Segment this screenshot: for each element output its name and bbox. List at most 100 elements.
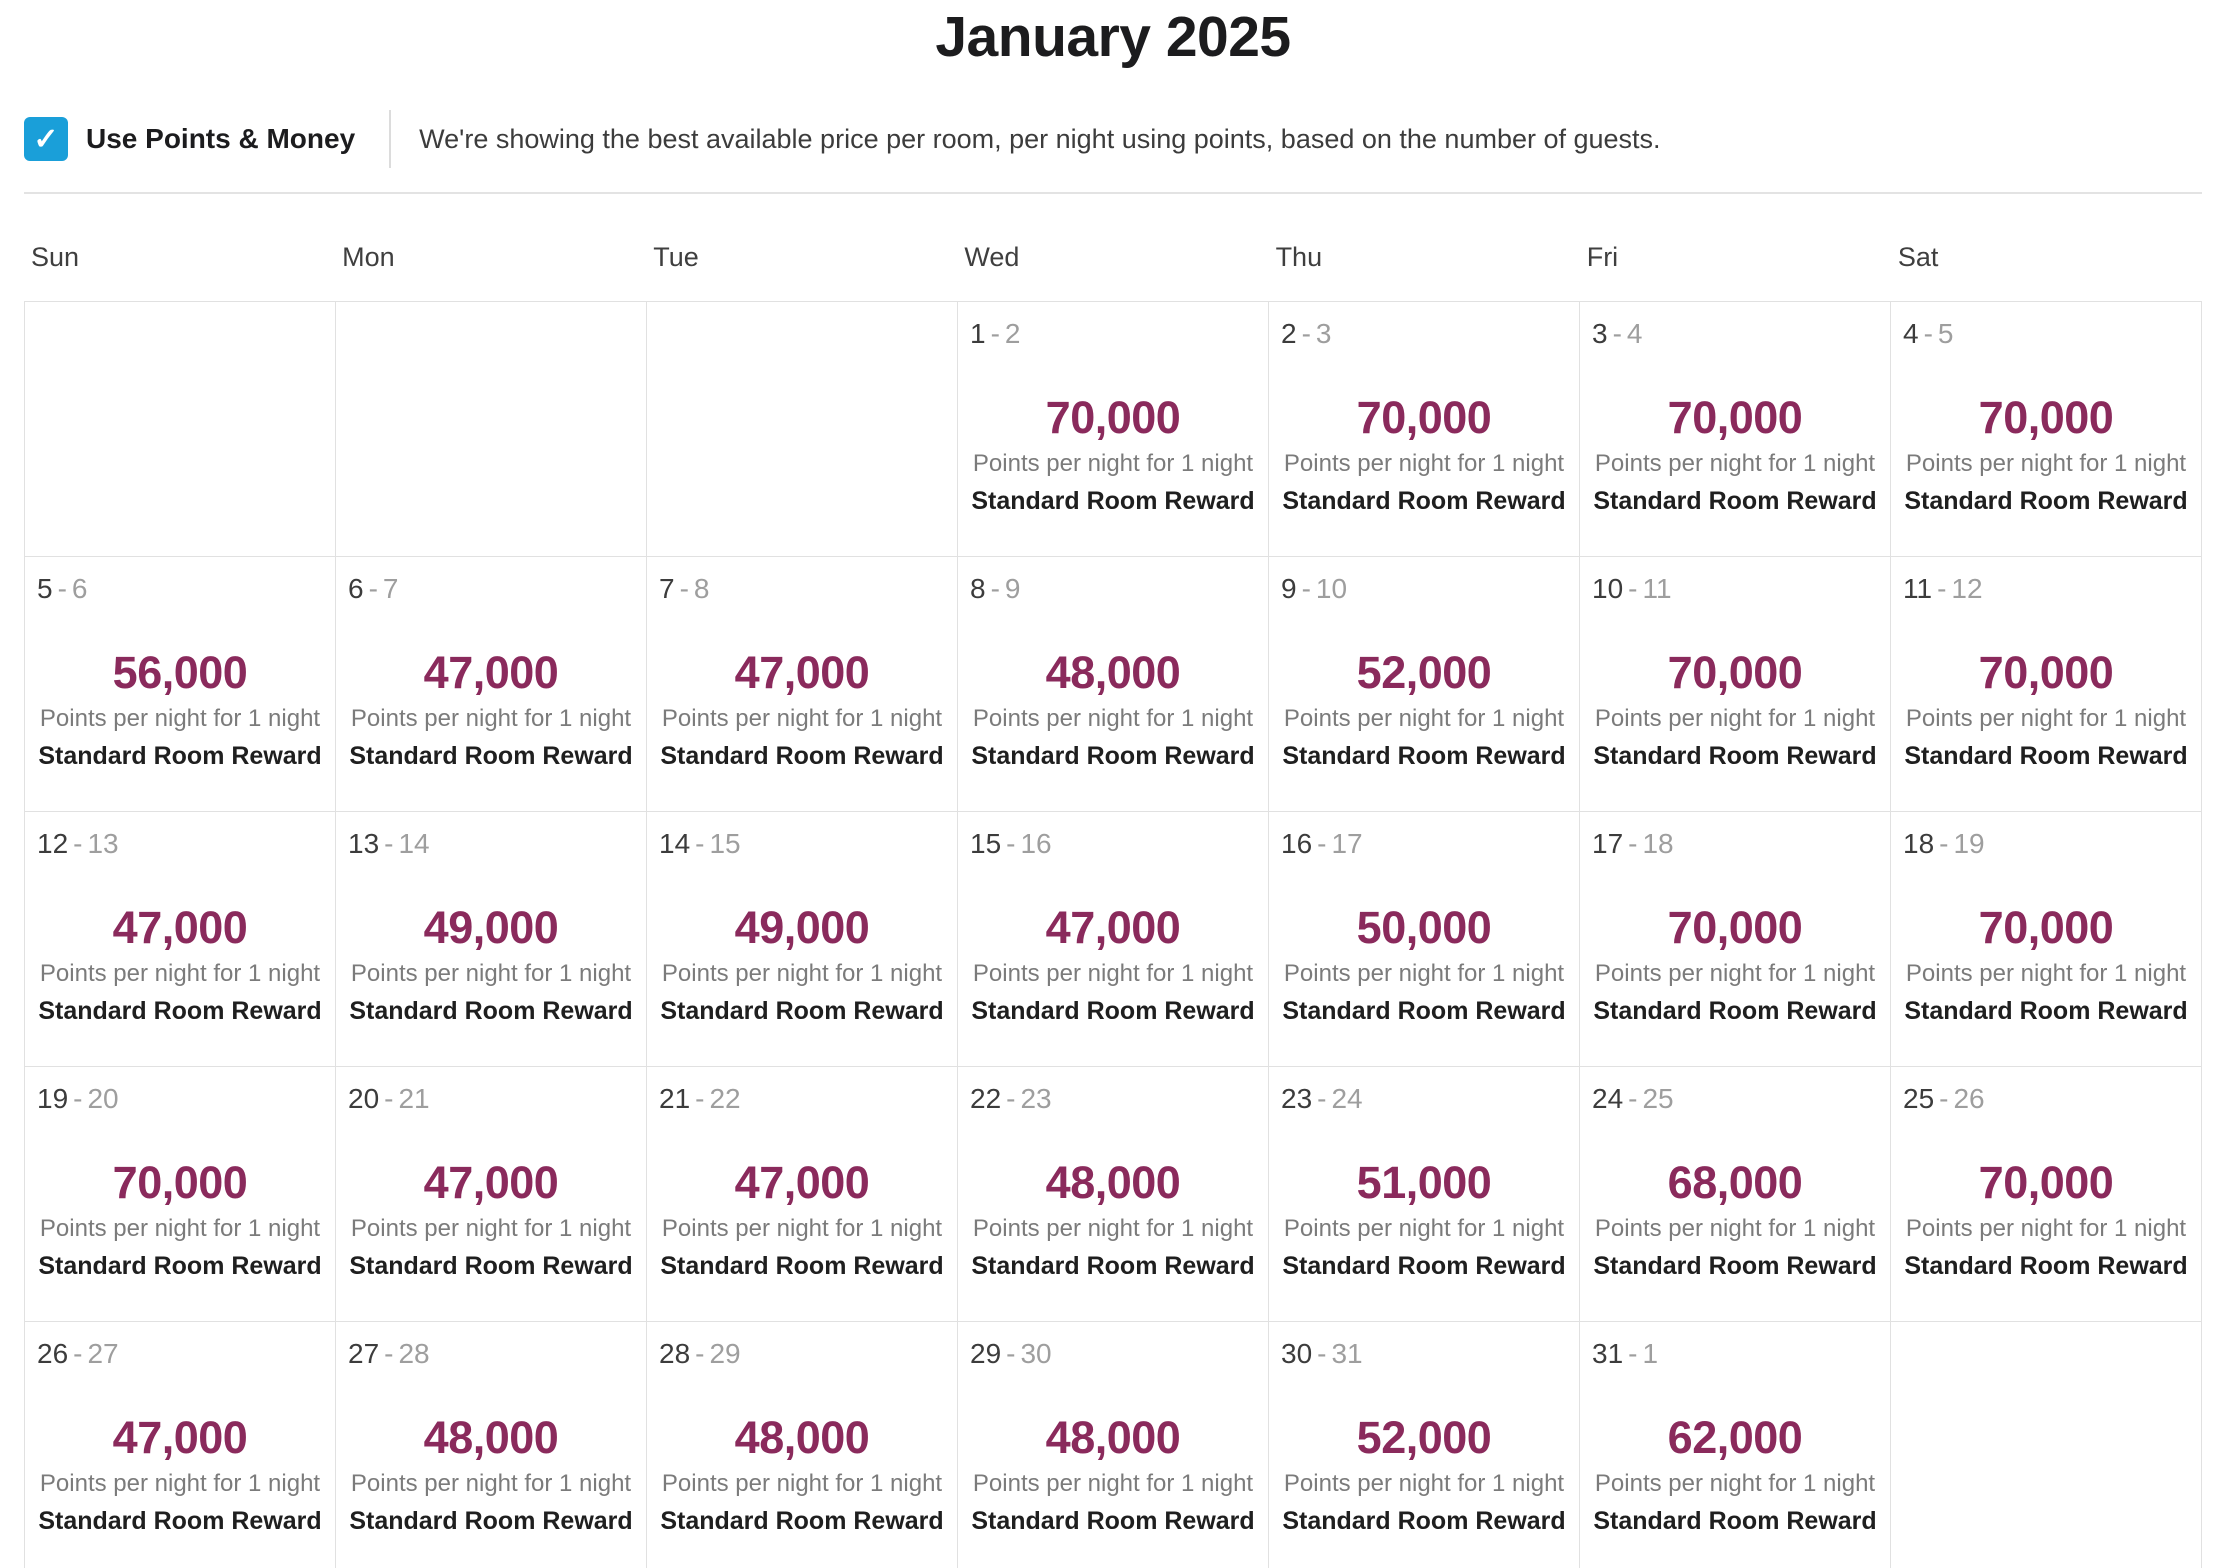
calendar-day-cell[interactable]: 24-25 68,000 Points per night for 1 night S… (1580, 1067, 1891, 1322)
date-start: 6 (348, 573, 364, 604)
date-separator: - (1006, 1338, 1016, 1369)
date-end: 23 (1020, 1083, 1052, 1114)
calendar-day-cell[interactable]: 21-22 47,000 Points per night for 1 night S… (647, 1067, 958, 1322)
date-separator: - (695, 828, 705, 859)
calendar-day-cell[interactable]: 31-1 62,000 Points per night for 1 night St… (1580, 1322, 1891, 1568)
calendar-day-cell[interactable]: 18-19 70,000 Points per night for 1 night S… (1891, 812, 2202, 1067)
calendar-day-cell[interactable]: 1-2 70,000 Points per night for 1 night Sta… (958, 302, 1269, 557)
calendar-day-cell[interactable]: 4-5 70,000 Points per night for 1 night Sta… (1891, 302, 2202, 557)
date-range: 20-21 (348, 1083, 634, 1115)
points-value: 50,000 (1356, 902, 1492, 953)
points-value: 52,000 (1356, 647, 1492, 698)
points-value: 70,000 (1667, 392, 1803, 443)
price-block: 47,000 Points per night for 1 night Standa… (37, 1415, 323, 1536)
calendar-day-cell[interactable]: 6-7 47,000 Points per night for 1 night Sta… (336, 557, 647, 812)
calendar-day-cell[interactable]: 23-24 51,000 Points per night for 1 night S… (1269, 1067, 1580, 1322)
date-start: 3 (1592, 318, 1608, 349)
calendar-day-cell[interactable]: 5-6 56,000 Points per night for 1 night Sta… (25, 557, 336, 812)
calendar-day-cell[interactable]: 17-18 70,000 Points per night for 1 night S… (1580, 812, 1891, 1067)
points-caption: Points per night for 1 night (661, 1470, 943, 1497)
calendar-day-cell[interactable]: 22-23 48,000 Points per night for 1 night S… (958, 1067, 1269, 1322)
points-value: 48,000 (1045, 647, 1181, 698)
date-range: 26-27 (37, 1338, 323, 1370)
date-separator: - (1628, 1083, 1638, 1114)
date-range: 23-24 (1281, 1083, 1567, 1115)
points-value: 52,000 (1356, 1412, 1492, 1463)
date-start: 13 (348, 828, 380, 859)
date-start: 24 (1592, 1083, 1624, 1114)
date-range: 18-19 (1903, 828, 2189, 860)
date-range: 22-23 (970, 1083, 1256, 1115)
checkbox-checked-icon[interactable]: ✓ (24, 117, 68, 161)
calendar-empty-cell (647, 302, 958, 557)
date-separator: - (384, 1338, 394, 1369)
date-range: 8-9 (970, 573, 1256, 605)
date-range: 17-18 (1592, 828, 1878, 860)
calendar-day-cell[interactable]: 8-9 48,000 Points per night for 1 night Sta… (958, 557, 1269, 812)
calendar-day-cell[interactable]: 2-3 70,000 Points per night for 1 night Sta… (1269, 302, 1580, 557)
calendar-day-cell[interactable]: 10-11 70,000 Points per night for 1 night S… (1580, 557, 1891, 812)
calendar-day-cell[interactable]: 14-15 49,000 Points per night for 1 night S… (647, 812, 958, 1067)
calendar-day-cell[interactable]: 11-12 70,000 Points per night for 1 night S… (1891, 557, 2202, 812)
room-reward-label: Standard Room Reward (1593, 1507, 1877, 1535)
calendar-day-cell[interactable]: 20-21 47,000 Points per night for 1 night S… (336, 1067, 647, 1322)
points-value: 51,000 (1356, 1157, 1492, 1208)
date-end: 30 (1020, 1338, 1052, 1369)
room-reward-label: Standard Room Reward (1282, 742, 1566, 770)
date-separator: - (1301, 573, 1311, 604)
calendar-day-cell[interactable]: 13-14 49,000 Points per night for 1 night S… (336, 812, 647, 1067)
date-range: 10-11 (1592, 573, 1878, 605)
date-end: 7 (382, 573, 399, 604)
points-value: 70,000 (1667, 902, 1803, 953)
date-start: 22 (970, 1083, 1002, 1114)
points-caption: Points per night for 1 night (1905, 450, 2187, 477)
points-value: 47,000 (112, 902, 248, 953)
price-block: 51,000 Points per night for 1 night Standa… (1281, 1160, 1567, 1281)
points-value: 62,000 (1667, 1412, 1803, 1463)
date-start: 27 (348, 1338, 380, 1369)
room-reward-label: Standard Room Reward (38, 1252, 322, 1280)
points-value: 47,000 (112, 1412, 248, 1463)
date-end: 2 (1004, 318, 1021, 349)
points-value: 70,000 (1667, 647, 1803, 698)
calendar-day-cell[interactable]: 29-30 48,000 Points per night for 1 night S… (958, 1322, 1269, 1568)
calendar-day-cell[interactable]: 12-13 47,000 Points per night for 1 night S… (25, 812, 336, 1067)
points-caption: Points per night for 1 night (1905, 705, 2187, 732)
date-range: 12-13 (37, 828, 323, 860)
date-separator: - (679, 573, 689, 604)
room-reward-label: Standard Room Reward (1904, 997, 2188, 1025)
calendar-day-cell[interactable]: 28-29 48,000 Points per night for 1 night S… (647, 1322, 958, 1568)
price-block: 70,000 Points per night for 1 night Standa… (1903, 395, 2189, 516)
weekday-fri: Fri (1586, 242, 1619, 272)
calendar-day-cell[interactable]: 16-17 50,000 Points per night for 1 night S… (1269, 812, 1580, 1067)
date-separator: - (368, 573, 378, 604)
points-value: 70,000 (1978, 902, 2114, 953)
date-end: 14 (398, 828, 430, 859)
calendar-day-cell[interactable]: 26-27 47,000 Points per night for 1 night S… (25, 1322, 336, 1568)
points-caption: Points per night for 1 night (1283, 960, 1565, 987)
date-end: 15 (709, 828, 741, 859)
points-caption: Points per night for 1 night (350, 1470, 632, 1497)
points-value: 70,000 (1978, 392, 2114, 443)
calendar-day-cell[interactable]: 9-10 52,000 Points per night for 1 night St… (1269, 557, 1580, 812)
calendar-day-cell[interactable]: 27-28 48,000 Points per night for 1 night S… (336, 1322, 647, 1568)
price-block: 70,000 Points per night for 1 night Standa… (1903, 905, 2189, 1026)
points-value: 70,000 (1978, 647, 2114, 698)
calendar-day-cell[interactable]: 30-31 52,000 Points per night for 1 night S… (1269, 1322, 1580, 1568)
date-start: 28 (659, 1338, 691, 1369)
use-points-money-toggle[interactable]: ✓ Use Points & Money (24, 117, 355, 161)
date-range: 13-14 (348, 828, 634, 860)
date-start: 19 (37, 1083, 69, 1114)
room-reward-label: Standard Room Reward (1593, 742, 1877, 770)
date-range: 21-22 (659, 1083, 945, 1115)
calendar-day-cell[interactable]: 25-26 70,000 Points per night for 1 night S… (1891, 1067, 2202, 1322)
calendar-day-cell[interactable]: 19-20 70,000 Points per night for 1 night S… (25, 1067, 336, 1322)
use-points-money-label: Use Points & Money (86, 123, 356, 154)
calendar-day-cell[interactable]: 15-16 47,000 Points per night for 1 night S… (958, 812, 1269, 1067)
date-end: 22 (709, 1083, 741, 1114)
price-block: 56,000 Points per night for 1 night Standa… (37, 650, 323, 771)
calendar-day-cell[interactable]: 7-8 47,000 Points per night for 1 night Sta… (647, 557, 958, 812)
room-reward-label: Standard Room Reward (349, 1507, 633, 1535)
price-block: 62,000 Points per night for 1 night Standa… (1592, 1415, 1878, 1536)
calendar-day-cell[interactable]: 3-4 70,000 Points per night for 1 night Sta… (1580, 302, 1891, 557)
